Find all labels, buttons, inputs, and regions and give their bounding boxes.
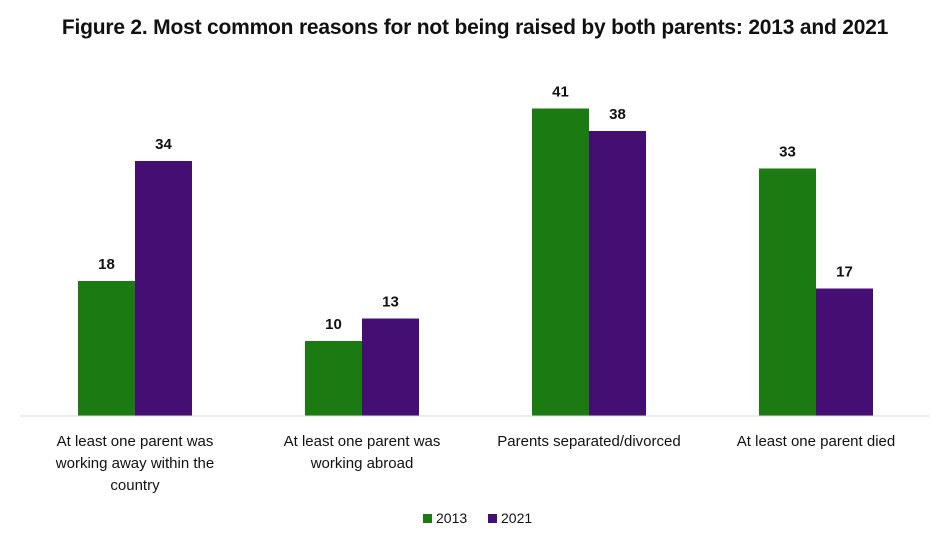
legend-label-2021: 2021: [501, 510, 532, 526]
bar-2021-cat-1: [135, 161, 192, 416]
bars-layer: [78, 108, 873, 416]
value-label-2013-cat-4: 33: [779, 144, 796, 161]
category-label-2-line-1: At least one parent was: [284, 433, 441, 450]
category-labels: At least one parent was working away with…: [55, 433, 895, 494]
category-label-3-line-1: Parents separated/divorced: [497, 433, 680, 450]
category-label-1-line-1: At least one parent was: [57, 433, 214, 450]
value-label-2021-cat-4: 17: [836, 264, 853, 281]
bar-2013-cat-4: [759, 168, 816, 416]
value-labels: 18 34 10 13 41 38 33 17: [98, 84, 853, 334]
category-label-2-line-2: working abroad: [310, 455, 414, 472]
category-label-1-line-3: country: [110, 477, 160, 494]
legend: 2013 2021: [423, 510, 532, 526]
value-label-2013-cat-3: 41: [552, 84, 569, 101]
value-label-2021-cat-2: 13: [382, 294, 399, 311]
bar-2021-cat-4: [816, 288, 873, 416]
value-label-2013-cat-1: 18: [98, 256, 115, 273]
bar-2013-cat-1: [78, 281, 135, 416]
value-label-2013-cat-2: 10: [325, 316, 342, 333]
legend-swatch-2021: [488, 514, 497, 523]
chart-title: Figure 2. Most common reasons for not be…: [61, 16, 889, 39]
value-label-2021-cat-3: 38: [609, 106, 626, 123]
category-label-1-line-2: working away within the: [55, 455, 214, 472]
category-label-4-line-1: At least one parent died: [737, 433, 895, 450]
bar-2021-cat-3: [589, 131, 646, 416]
legend-swatch-2013: [423, 514, 432, 523]
bar-2021-cat-2: [362, 318, 419, 416]
bar-2013-cat-3: [532, 108, 589, 416]
value-label-2021-cat-1: 34: [155, 136, 172, 153]
legend-label-2013: 2013: [436, 510, 467, 526]
bar-2013-cat-2: [305, 341, 362, 416]
